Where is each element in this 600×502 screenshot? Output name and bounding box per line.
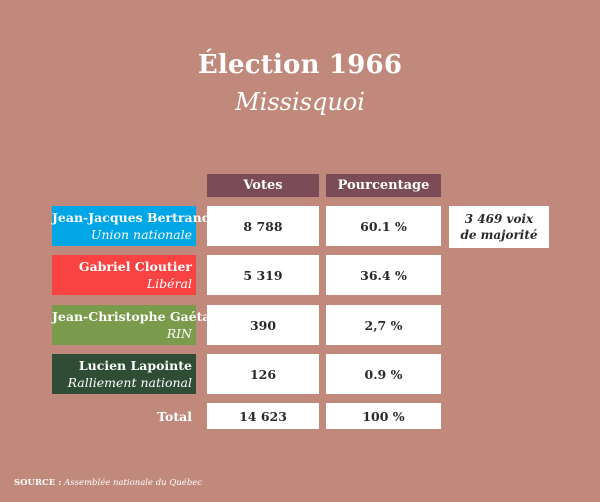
votes-cell: 8 788 bbox=[207, 206, 319, 246]
source-text: Assemblée nationale du Québec bbox=[64, 478, 203, 488]
page-subtitle: Missisquoi bbox=[235, 88, 365, 116]
candidate-party: Union nationale bbox=[90, 227, 192, 242]
percentage-cell: 0.9 % bbox=[326, 354, 441, 394]
candidate-cell-cloutier: Gabriel Cloutier Libéral bbox=[52, 255, 196, 295]
total-percentage-cell: 100 % bbox=[326, 403, 441, 429]
candidate-cell-bertrand: Jean-Jacques Bertrand Union nationale bbox=[52, 206, 211, 246]
percentage-cell: 36.4 % bbox=[326, 255, 441, 295]
votes-cell: 126 bbox=[207, 354, 319, 394]
votes-cell: 5 319 bbox=[207, 255, 319, 295]
total-votes-cell: 14 623 bbox=[207, 403, 319, 429]
candidate-cell-gaetan: Jean-Christophe Gaétan RIN bbox=[52, 305, 220, 345]
candidate-party: Ralliement national bbox=[67, 375, 192, 390]
candidate-party: Libéral bbox=[146, 276, 192, 291]
percentage-cell: 60.1 % bbox=[326, 206, 441, 246]
candidate-name: Lucien Lapointe bbox=[78, 358, 192, 373]
candidate-cell-lapointe: Lucien Lapointe Ralliement national bbox=[52, 354, 196, 394]
source-label: SOURCE : bbox=[14, 478, 62, 488]
votes-cell: 390 bbox=[207, 305, 319, 345]
candidate-name: Jean-Jacques Bertrand bbox=[52, 210, 211, 225]
candidate-name: Jean-Christophe Gaétan bbox=[52, 309, 220, 324]
source-note: SOURCE : Assemblée nationale du Québec bbox=[14, 478, 202, 488]
votes-column-header: Votes bbox=[207, 174, 319, 197]
percentage-column-header: Pourcentage bbox=[326, 174, 441, 197]
percentage-cell: 2,7 % bbox=[326, 305, 441, 345]
majority-note: 3 469 voix de majorité bbox=[449, 206, 549, 248]
candidate-name: Gabriel Cloutier bbox=[78, 259, 192, 274]
candidate-party: RIN bbox=[166, 326, 192, 341]
total-label: Total bbox=[157, 408, 192, 424]
page-title: Élection 1966 bbox=[197, 50, 403, 80]
